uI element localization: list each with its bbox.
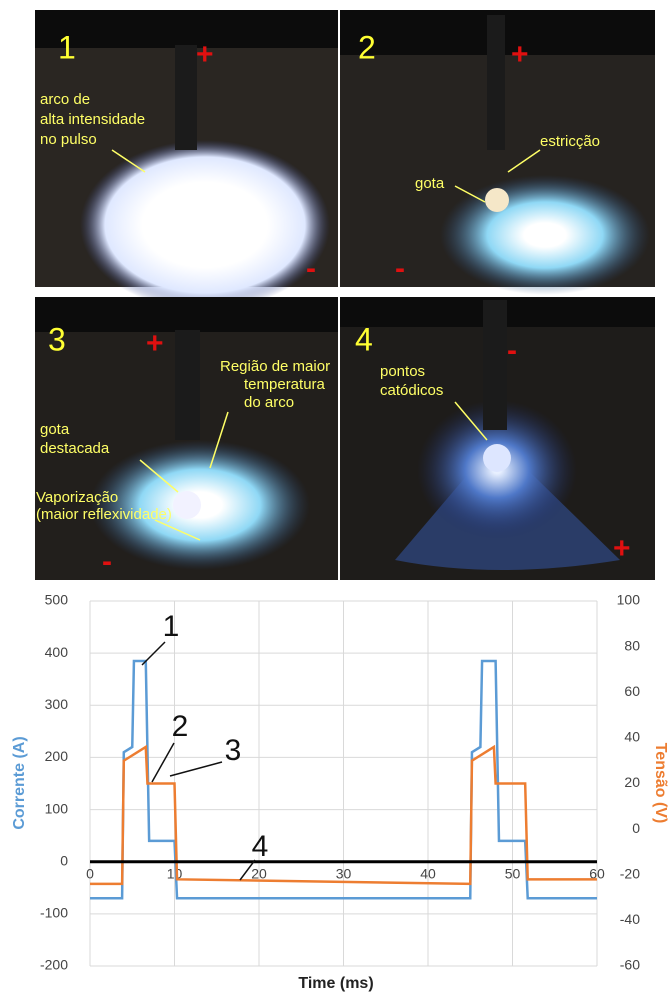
panel-number: 3 xyxy=(48,321,66,357)
polarity: - xyxy=(102,545,112,578)
photo-panel: 3 + - Região de maior temperatura do arc… xyxy=(35,297,338,580)
annotation: alta intensidade xyxy=(40,111,145,128)
annotation: gota xyxy=(40,421,70,438)
chart-annotation: 1 xyxy=(163,610,180,643)
polarity: - xyxy=(507,334,517,367)
y-tick-label: 300 xyxy=(45,696,69,712)
x-tick-label: 40 xyxy=(420,865,436,881)
y2-tick-label: 80 xyxy=(624,637,640,653)
annotation: temperatura xyxy=(244,376,326,393)
photo-panel: 1 + - arco de alta intensidade no pulso xyxy=(35,10,338,310)
annotation: gota xyxy=(415,175,445,192)
panel-number: 2 xyxy=(358,29,376,65)
y-tick-label: 100 xyxy=(45,800,69,816)
y-tick-label: 200 xyxy=(45,748,69,764)
annotation-leader xyxy=(170,762,222,776)
annotation: destacada xyxy=(40,440,110,457)
y2-tick-label: 0 xyxy=(632,820,640,836)
y2-tick-label: 40 xyxy=(624,729,640,745)
photo-panel: 2 + - estricção gota xyxy=(340,10,655,295)
x-tick-label: 20 xyxy=(251,865,267,881)
y-tick-label: -200 xyxy=(40,957,68,973)
photo-panel: 4 - + pontos catódicos xyxy=(340,297,655,580)
y2-tick-label: -60 xyxy=(620,957,640,973)
polarity: - xyxy=(306,252,316,285)
annotation: estricção xyxy=(540,133,600,150)
y-axis-title: Corrente (A) xyxy=(11,736,28,829)
x-tick-label: 30 xyxy=(336,865,352,881)
y2-tick-label: 100 xyxy=(617,592,641,608)
chart-annotation: 3 xyxy=(225,734,242,767)
y-tick-label: -100 xyxy=(40,905,68,921)
polarity: + xyxy=(196,38,214,71)
y-tick-label: 500 xyxy=(45,592,69,608)
polarity: + xyxy=(613,532,631,565)
chart-annotation: 2 xyxy=(172,710,189,743)
annotation: no pulso xyxy=(40,131,97,148)
annotation: arco de xyxy=(40,91,90,108)
y-tick-label: 400 xyxy=(45,644,69,660)
polarity: - xyxy=(395,252,405,285)
panel-number: 4 xyxy=(355,321,373,357)
annotation: do arco xyxy=(244,394,294,411)
annotation: Região de maior xyxy=(220,358,330,375)
x-tick-label: 0 xyxy=(86,865,94,881)
x-axis-title: Time (ms) xyxy=(298,975,373,992)
y-tick-label: 0 xyxy=(60,852,68,868)
y2-tick-label: -20 xyxy=(620,865,640,881)
panel-number: 1 xyxy=(58,29,76,65)
y2-tick-label: -40 xyxy=(620,911,640,927)
polarity: + xyxy=(146,327,164,360)
annotation: catódicos xyxy=(380,382,443,399)
annotation: (maior reflexividade) xyxy=(36,506,172,523)
annotation: Vaporização xyxy=(36,489,118,506)
chart-annotation: 4 xyxy=(252,830,269,863)
y2-axis-title: Tensão (V) xyxy=(652,743,669,824)
annotation: pontos xyxy=(380,363,425,380)
y2-tick-label: 20 xyxy=(624,774,640,790)
x-tick-label: 50 xyxy=(505,865,521,881)
polarity: + xyxy=(511,38,529,71)
figure: 1 + - arco de alta intensidade no pulso … xyxy=(0,0,672,994)
y2-tick-label: 60 xyxy=(624,683,640,699)
